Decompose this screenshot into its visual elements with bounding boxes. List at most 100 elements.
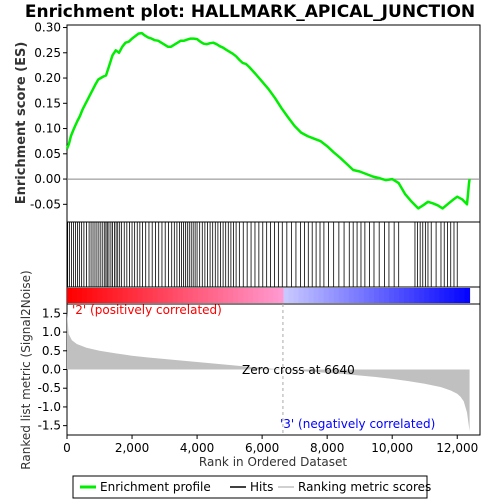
ranking-bar-segment (142, 288, 149, 303)
ranking-bar-segment (147, 288, 154, 303)
ranking-bar-segment (107, 288, 113, 303)
ranking-bar-segment (338, 288, 345, 303)
ranking-bar-segment (429, 288, 435, 303)
legend-frame (72, 475, 428, 499)
x-tick-label: 12,000 (436, 441, 478, 455)
ranking-bar-segment (117, 288, 123, 303)
ranking-bar-segment (127, 288, 133, 303)
x-axis-label: Rank in Ordered Dataset (199, 455, 347, 469)
ranking-bar-segment (223, 288, 229, 303)
ranking-bar-segment (177, 288, 184, 303)
ranking-bar-segment (454, 288, 461, 303)
ranking-bar-segment (373, 288, 380, 303)
es-ytick-label: -0.05 (30, 197, 61, 211)
legend-enrichment-label: Enrichment profile (100, 480, 211, 494)
ranking-bar-segment (97, 288, 103, 303)
ranking-bar-segment (82, 288, 88, 303)
ranking-bar-segment (293, 288, 299, 303)
chart-title: Enrichment plot: HALLMARK_APICAL_JUNCTIO… (25, 2, 475, 22)
positive-correlation-label: '2' (positively correlated) (72, 303, 222, 317)
es-ytick-label: 0.20 (34, 71, 61, 85)
ranking-bar-segment (253, 288, 259, 303)
ranking-bar-segment (167, 288, 174, 303)
ranking-bar-segment (162, 288, 169, 303)
ranking-bar-segment (444, 288, 450, 303)
x-tick-label: 8,000 (310, 441, 344, 455)
ranking-bar-segment (358, 288, 365, 303)
ranking-bar-segment (419, 288, 425, 303)
ranking-bar-segment (313, 288, 320, 303)
ranking-bar-segment (328, 288, 335, 303)
ranking-bar-segment (384, 288, 390, 303)
zero-cross-label: Zero cross at 6640 (242, 363, 355, 377)
ranking-bar-segment (212, 288, 219, 303)
es-ytick-label: 0.15 (34, 96, 61, 110)
ranking-bar-segment (157, 288, 164, 303)
ranking-bar-segment (459, 288, 466, 303)
ranking-bar-segment (318, 288, 325, 303)
ranking-bar-segment (72, 288, 78, 303)
ranking-bar-segment (102, 288, 108, 303)
ranking-bar-segment (394, 288, 400, 303)
legend: Enrichment profile Hits Ranking metric s… (72, 475, 431, 499)
ranking-bar-segment (414, 288, 420, 303)
ranking-bar-segment (217, 288, 224, 303)
metric-ytick-label: -1.5 (38, 419, 61, 433)
es-ytick-label: 0.00 (34, 172, 61, 186)
ranking-bar-segment (87, 288, 93, 303)
metric-ytick-label: 1.5 (42, 306, 61, 320)
ranking-bar-segment (439, 288, 445, 303)
ranking-bar-segment (308, 288, 315, 303)
ranking-bar-segment (434, 288, 440, 303)
ranking-bar-segment (379, 288, 385, 303)
metric-ytick-label: 1.0 (42, 325, 61, 339)
negative-correlation-label: '3' (negatively correlated) (280, 417, 435, 431)
ranking-bar-segment (187, 288, 194, 303)
es-ylabel: Enrichment score (ES) (14, 42, 29, 205)
es-panel-frame (66, 24, 481, 223)
ranking-bar-segment (368, 288, 375, 303)
legend-hits-label: Hits (250, 480, 273, 494)
x-tick-label: 6,000 (245, 441, 279, 455)
metric-panel: 1.5 1.0 0.5 0.0 -0.5 -1.0 -1.5 '2' (positively… (19, 270, 481, 470)
ranking-bar-segment (449, 288, 455, 303)
ranking-bar-segment (202, 288, 209, 303)
ranking-bar-segment (409, 288, 415, 303)
ranking-bar-segment (283, 288, 289, 303)
x-tick-label: 2,000 (115, 441, 149, 455)
ranking-bar-segment (233, 288, 239, 303)
legend-ranking-label: Ranking metric scores (298, 480, 431, 494)
x-tick-label: 4,000 (180, 441, 214, 455)
ranking-bar-segment (182, 288, 189, 303)
ranking-bar-segment (243, 288, 249, 303)
ranking-bar-segment (464, 288, 471, 303)
ranking-bar-segment (298, 288, 305, 303)
hits-panel (66, 221, 481, 288)
ranking-bar-segment (238, 288, 244, 303)
metric-ytick-label: 0.0 (42, 363, 61, 377)
ranking-bar-segment (248, 288, 254, 303)
ranking-bar-segment (192, 288, 199, 303)
ranking-metric-area (67, 311, 470, 432)
ranking-bar-segment (172, 288, 179, 303)
ranking-bar-segment (137, 288, 143, 303)
hits-panel-frame (66, 221, 481, 288)
x-tick-label: 10,000 (371, 441, 413, 455)
ranking-bar-segment (77, 288, 83, 303)
ranking-bar-segment (348, 288, 355, 303)
es-ytick-label: 0.05 (34, 147, 61, 161)
ranking-bar-segment (112, 288, 118, 303)
metric-ylabel: Ranked list metric (Signal2Noise) (19, 270, 33, 469)
ranking-bar-segment (268, 288, 274, 303)
ranking-bar-segment (278, 288, 284, 303)
es-panel: 0.30 0.25 0.20 0.15 0.10 0.05 0.00 -0.05 Enrich… (14, 21, 481, 223)
ranking-bar-segment (273, 288, 279, 303)
ranking-bar-segment (343, 288, 350, 303)
es-ytick-label: 0.25 (34, 46, 61, 60)
ranking-bar-segment (353, 288, 360, 303)
ranking-bar-segment (92, 288, 98, 303)
ranking-bar-segment (122, 288, 128, 303)
ranking-bar-segment (288, 288, 294, 303)
ranking-bar-segment (303, 288, 310, 303)
ranking-bar-segment (258, 288, 264, 303)
